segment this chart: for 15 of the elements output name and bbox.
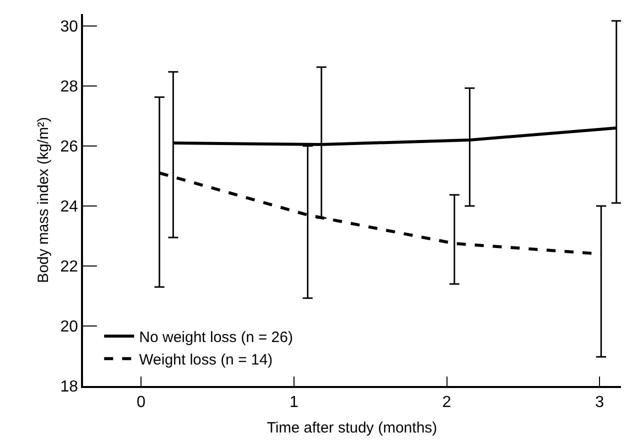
y-tick-label: 18 <box>60 378 78 396</box>
y-tick-label: 26 <box>60 138 78 156</box>
x-tick-label: 1 <box>289 394 298 411</box>
y-tick-label: 30 <box>60 18 78 36</box>
y-tick-label: 24 <box>60 198 78 216</box>
legend-label: Weight loss (n = 14) <box>139 351 273 368</box>
x-axis-title: Time after study (months) <box>266 419 438 436</box>
x-tick-label: 2 <box>442 394 452 411</box>
y-tick-label: 28 <box>60 78 78 96</box>
legend-label: No weight loss (n = 26) <box>139 328 293 346</box>
y-tick-label: 20 <box>60 318 78 336</box>
y-axis-title: Body mass index (kg/m²) <box>35 117 52 283</box>
x-tick-label: 3 <box>595 394 604 411</box>
x-tick-label: 0 <box>136 394 146 411</box>
y-tick-label: 22 <box>60 258 78 276</box>
